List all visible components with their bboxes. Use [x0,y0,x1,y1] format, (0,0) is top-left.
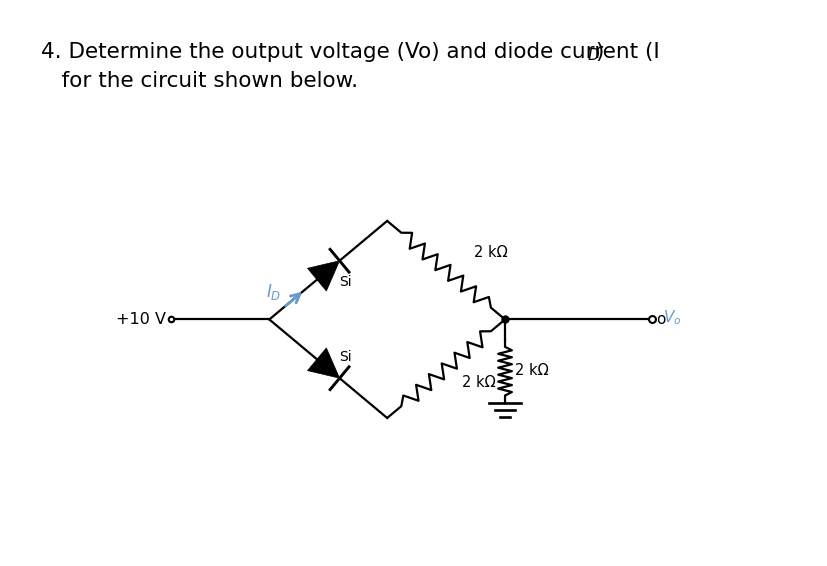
Text: Si: Si [339,275,351,289]
Text: Si: Si [339,350,351,364]
Polygon shape [307,348,339,378]
Text: D: D [587,48,599,62]
Text: for the circuit shown below.: for the circuit shown below. [41,71,358,91]
Text: 2 kΩ: 2 kΩ [461,375,495,390]
Text: 2 kΩ: 2 kΩ [473,245,507,260]
Polygon shape [307,261,339,291]
Text: +10 V: +10 V [116,312,166,327]
Text: $V_o$: $V_o$ [662,308,681,327]
Text: 4. Determine the output voltage (Vo) and diode current (I: 4. Determine the output voltage (Vo) and… [41,42,659,62]
Text: 2 kΩ: 2 kΩ [514,363,547,378]
Text: o: o [656,312,665,327]
Text: ): ) [595,42,603,62]
Text: $I_D$: $I_D$ [265,282,281,302]
